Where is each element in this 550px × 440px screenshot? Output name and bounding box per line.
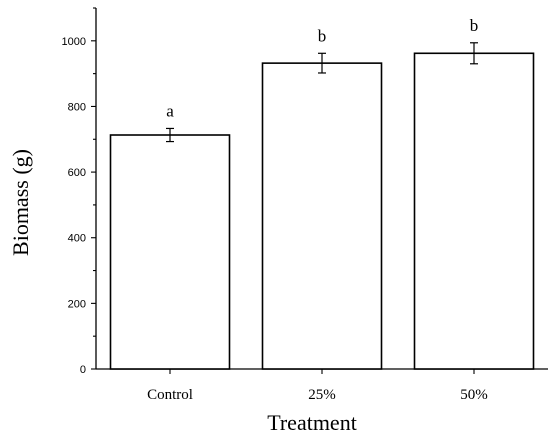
- significance-label: a: [166, 101, 174, 120]
- error-bars-group: [166, 42, 478, 143]
- bar-control: [109, 134, 231, 370]
- y-tick-label: 1000: [62, 36, 86, 48]
- labels-group: Control a 25% b 50% b: [147, 16, 488, 403]
- x-axis-title: Treatment: [267, 410, 357, 435]
- bar-50pct: [413, 52, 535, 370]
- y-tick-label: 200: [68, 298, 86, 310]
- bars-group: [109, 52, 535, 370]
- significance-label: b: [470, 16, 479, 35]
- y-tick-label: 0: [80, 364, 86, 376]
- significance-label: b: [318, 26, 327, 45]
- x-tick-label: 25%: [308, 387, 336, 403]
- y-tick-label: 600: [68, 167, 86, 179]
- y-tick-label: 800: [68, 101, 86, 113]
- y-axis-title: Biomass (g): [8, 149, 33, 256]
- x-tick-label: 50%: [460, 387, 488, 403]
- y-tick-label: 400: [68, 233, 86, 245]
- x-tick-label: Control: [147, 387, 193, 403]
- bar-25pct: [261, 62, 383, 370]
